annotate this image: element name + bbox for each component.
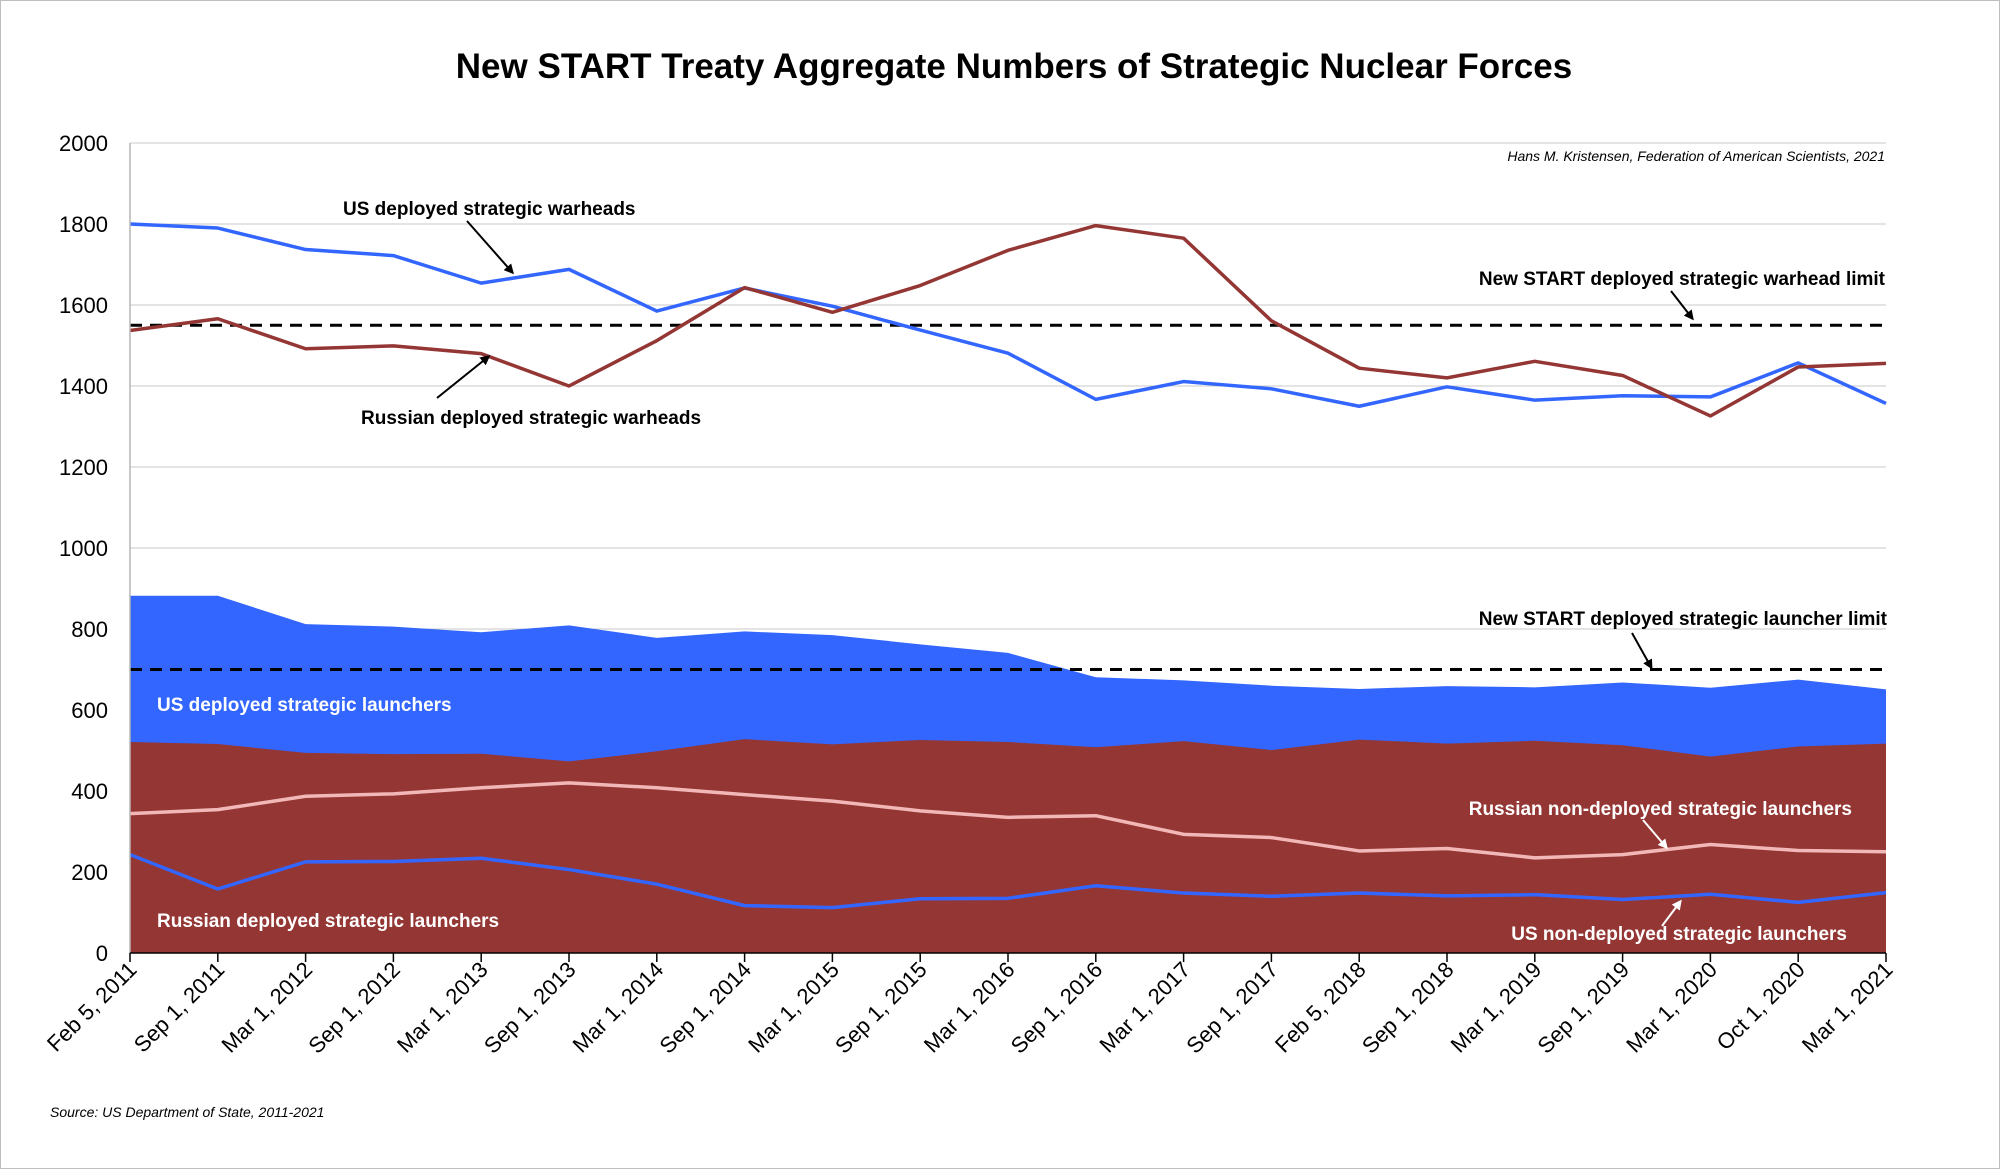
label-us-nondeployed-launchers: US non-deployed strategic launchers — [1511, 924, 1847, 945]
x-tick-label-mar-1-2014: Mar 1, 2014 — [568, 957, 669, 1058]
label-us-deployed-warheads: US deployed strategic warheads — [343, 199, 636, 220]
x-tick-label-sep-1-2019: Sep 1, 2019 — [1533, 957, 1635, 1059]
x-tick-label-mar-1-2012: Mar 1, 2012 — [216, 957, 317, 1058]
x-tick-label-sep-1-2015: Sep 1, 2015 — [830, 957, 932, 1059]
arrow-us-nondeployed-launchers — [1661, 899, 1682, 927]
label-us-deployed-launchers: US deployed strategic launchers — [157, 695, 452, 716]
arrow-russian-nondeployed-launchers — [1642, 819, 1668, 850]
x-tick-label-sep-1-2012: Sep 1, 2012 — [303, 957, 405, 1059]
label-russian-nondeployed-launchers: Russian non-deployed strategic launchers — [1469, 799, 1852, 820]
line-us-deployed-strategic-warheads — [129, 222, 1887, 408]
y-tick-label-1200: 1200 — [59, 455, 108, 480]
arrow-russian-deployed-warheads — [436, 355, 491, 399]
y-tick-label-1000: 1000 — [59, 536, 108, 561]
x-tick-label-sep-1-2011: Sep 1, 2011 — [129, 957, 229, 1057]
y-tick-label-0: 0 — [96, 941, 108, 966]
arrow-us-deployed-warheads — [466, 220, 514, 275]
y-tick-label-2000: 2000 — [59, 131, 108, 156]
x-tick-label-mar-1-2013: Mar 1, 2013 — [392, 957, 493, 1058]
y-tick-labels: 0 200 400 600 800 1000 1200 1400 1600 1800 2000 — [59, 131, 108, 966]
annotation-arrows — [436, 220, 1694, 927]
x-tick-label-feb-5-2011: Feb 5, 2011 — [42, 957, 142, 1057]
x-tick-label-mar-1-2017: Mar 1, 2017 — [1094, 957, 1195, 1058]
x-tick-label-mar-1-2019: Mar 1, 2019 — [1446, 957, 1547, 1058]
line-layer — [129, 222, 1887, 910]
x-tick-label-mar-1-2016: Mar 1, 2016 — [919, 957, 1020, 1058]
axes — [129, 143, 1887, 962]
label-russian-deployed-warheads: Russian deployed strategic warheads — [361, 408, 701, 429]
x-tick-label-feb-5-2018: Feb 5, 2018 — [1270, 957, 1371, 1058]
area-russian-deployed-strategic-launchers — [130, 739, 1886, 953]
line-russian-non-deployed-strategic-launchers — [129, 781, 1887, 860]
y-tick-label-600: 600 — [71, 698, 108, 723]
y-tick-label-400: 400 — [71, 779, 108, 804]
label-russian-deployed-launchers: Russian deployed strategic launchers — [157, 911, 499, 932]
x-tick-label-sep-1-2013: Sep 1, 2013 — [479, 957, 581, 1059]
y-tick-label-1600: 1600 — [59, 293, 108, 318]
x-tick-label-sep-1-2017: Sep 1, 2017 — [1181, 957, 1283, 1059]
arrow-launcher-limit — [1631, 632, 1653, 670]
label-launcher-limit: New START deployed strategic launcher li… — [1479, 609, 1888, 630]
line-russian-deployed-strategic-warheads — [129, 223, 1887, 418]
x-tick-label-sep-1-2014: Sep 1, 2014 — [655, 957, 757, 1059]
chart-source: Source: US Department of State, 2011-202… — [50, 1104, 324, 1120]
y-tick-label-1400: 1400 — [59, 374, 108, 399]
chart-title: New START Treaty Aggregate Numbers of St… — [456, 47, 1572, 86]
y-tick-label-800: 800 — [71, 617, 108, 642]
arrow-warhead-limit — [1670, 290, 1694, 321]
label-warhead-limit: New START deployed strategic warhead lim… — [1479, 269, 1886, 290]
x-tick-label-mar-1-2020: Mar 1, 2020 — [1621, 957, 1722, 1058]
area-layer — [130, 595, 1886, 953]
x-tick-label-mar-1-2015: Mar 1, 2015 — [743, 957, 844, 1058]
line-us-non-deployed-strategic-launchers — [129, 852, 1887, 910]
x-tick-label-mar-1-2021: Mar 1, 2021 — [1797, 957, 1898, 1058]
x-tick-label-oct-1-2020: Oct 1, 2020 — [1712, 957, 1810, 1055]
chart-credit: Hans M. Kristensen, Federation of Americ… — [1507, 148, 1885, 164]
x-tick-label-sep-1-2016: Sep 1, 2016 — [1006, 957, 1108, 1059]
x-tick-label-sep-1-2018: Sep 1, 2018 — [1357, 957, 1459, 1059]
y-tick-label-1800: 1800 — [59, 212, 108, 237]
y-tick-label-200: 200 — [71, 860, 108, 885]
limit-lines — [130, 323, 1886, 671]
